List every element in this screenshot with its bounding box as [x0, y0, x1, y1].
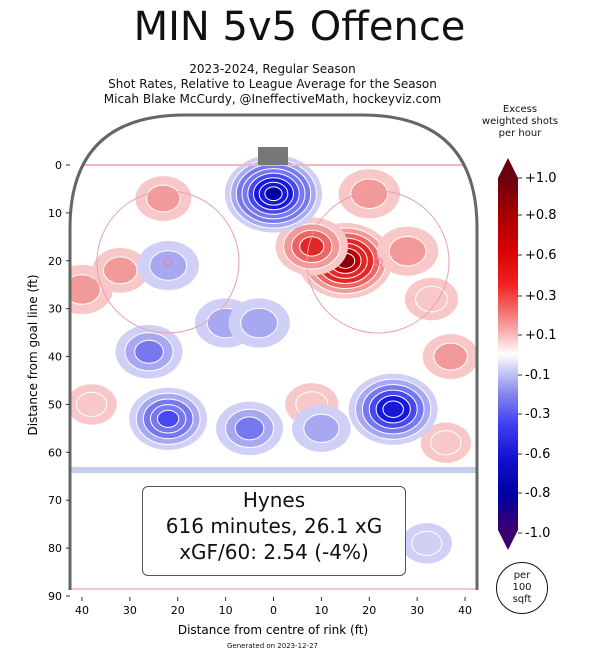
heat-contour	[264, 186, 283, 202]
heat-spot	[420, 422, 472, 463]
heat-contour	[430, 430, 462, 456]
heat-contour	[382, 400, 404, 418]
heat-spot	[70, 384, 117, 425]
colorbar-tick-label: -0.1	[525, 368, 550, 383]
x-tick-label: 30	[410, 604, 424, 617]
y-tick-label: 10	[48, 207, 62, 220]
x-tick-label: 0	[270, 604, 277, 617]
heat-spot	[135, 176, 192, 221]
heat-contour	[75, 391, 108, 418]
x-axis-ticks: 40 30 20 10 0 10 20 30 40	[75, 597, 472, 617]
player-xgf60: xGF/60: 2.54 (-4%)	[179, 540, 369, 564]
heat-contour	[70, 274, 101, 305]
x-axis-label: Distance from centre of rink (ft)	[178, 623, 368, 637]
x-tick-label: 30	[123, 604, 137, 617]
heat-contour	[411, 530, 443, 556]
heat-contour	[350, 178, 389, 209]
right-faceoff-circle	[306, 190, 450, 334]
generated-footer: Generated on 2023-12-27	[227, 642, 318, 650]
heat-contour	[146, 184, 181, 213]
x-tick-label: 20	[362, 604, 376, 617]
heat-contour	[433, 342, 468, 371]
right-faceoff-dot	[373, 257, 383, 267]
left-faceoff-dot	[163, 257, 173, 267]
x-tick-label: 20	[171, 604, 185, 617]
colorbar-scale	[498, 178, 518, 530]
heat-spot	[275, 217, 349, 276]
player-minutes-xg: 616 minutes, 26.1 xG	[165, 514, 383, 538]
heatmap-layer	[70, 154, 477, 564]
y-tick-label: 70	[48, 494, 62, 507]
heat-spot	[92, 247, 149, 293]
heat-contour	[415, 285, 448, 313]
heat-spot	[224, 154, 323, 233]
y-tick-label: 90	[48, 590, 62, 603]
heat-spot	[404, 277, 459, 321]
colorbar-header-line3: per hour	[498, 128, 542, 139]
y-axis-label: Distance from goal line (ft)	[26, 274, 40, 435]
y-tick-label: 20	[48, 255, 62, 268]
heat-spot	[216, 401, 284, 456]
x-tick-label: 40	[458, 604, 472, 617]
y-tick-label: 40	[48, 351, 62, 364]
chart-subtitle: 2023-2024, Regular Season Shot Rates, Re…	[0, 62, 545, 107]
heat-contour	[240, 307, 279, 339]
badge-line2: 100	[512, 582, 532, 593]
colorbar-tick-label: -0.6	[525, 447, 550, 462]
x-tick-label: 10	[314, 604, 328, 617]
heat-contour	[134, 339, 164, 364]
y-tick-label: 80	[48, 542, 62, 555]
badge-line3: sqft	[512, 594, 532, 605]
colorbar-tick-label: +0.8	[525, 208, 557, 223]
heat-contour	[303, 413, 340, 443]
heat-contour	[299, 236, 325, 257]
units-badge: per 100 sqft	[496, 562, 548, 614]
colorbar-header-line1: Excess	[502, 104, 538, 115]
colorbar-tick-label: +0.1	[525, 328, 557, 343]
colorbar-top-arrow	[498, 158, 518, 178]
badge-line1: per	[513, 570, 531, 581]
colorbar-tick-label: +0.6	[525, 248, 557, 263]
heat-spot	[401, 523, 452, 564]
goal-net	[258, 147, 288, 165]
colorbar-tick-label: +1.0	[525, 171, 557, 186]
heat-spot	[348, 373, 438, 445]
heat-spot	[338, 169, 401, 219]
y-tick-label: 50	[48, 398, 62, 411]
y-tick-label: 30	[48, 303, 62, 316]
colorbar-ticks: +1.0 +0.8 +0.6 +0.3 +0.1 -0.1 -0.3 -0.6 -0.8 -1.0	[518, 171, 557, 541]
x-tick-label: 10	[219, 604, 233, 617]
heat-contour	[102, 256, 138, 285]
y-tick-label: 60	[48, 446, 62, 459]
heat-contour	[388, 235, 427, 267]
colorbar: +1.0 +0.8 +0.6 +0.3 +0.1 -0.1 -0.3 -0.6 -0.8 -1.0	[498, 158, 557, 550]
subtitle-season: 2023-2024, Regular Season	[189, 62, 356, 76]
subtitle-description: Shot Rates, Relative to League Average f…	[108, 77, 437, 91]
colorbar-bottom-arrow	[498, 530, 518, 550]
heat-contour	[234, 416, 265, 441]
colorbar-tick-label: -0.8	[525, 486, 550, 501]
heat-spot	[129, 387, 208, 451]
left-faceoff-circle	[96, 190, 240, 334]
y-tick-label: 0	[55, 159, 62, 172]
heat-spot	[422, 334, 477, 379]
heat-contour	[157, 409, 180, 428]
player-info-box: Hynes 616 minutes, 26.1 xG xGF/60: 2.54 …	[142, 486, 406, 576]
x-tick-label: 40	[75, 604, 89, 617]
heat-spot	[115, 324, 183, 379]
colorbar-tick-label: +0.3	[525, 289, 557, 304]
heat-spot	[292, 404, 351, 452]
colorbar-tick-label: -1.0	[525, 526, 550, 541]
chart-title: MIN 5v5 Offence	[133, 4, 466, 50]
colorbar-header-line2: weighted shots	[481, 116, 559, 127]
y-axis-ticks: 0 10 20 30 40 50 60 70 80 90	[48, 159, 70, 603]
subtitle-author: Micah Blake McCurdy, @IneffectiveMath, h…	[103, 92, 442, 106]
player-name: Hynes	[242, 488, 306, 512]
heat-spot	[228, 298, 290, 348]
heat-spot	[376, 226, 439, 276]
rink-boards	[68, 113, 479, 590]
colorbar-header: Excess weighted shots per hour	[470, 104, 570, 140]
colorbar-tick-label: -0.3	[525, 407, 550, 422]
